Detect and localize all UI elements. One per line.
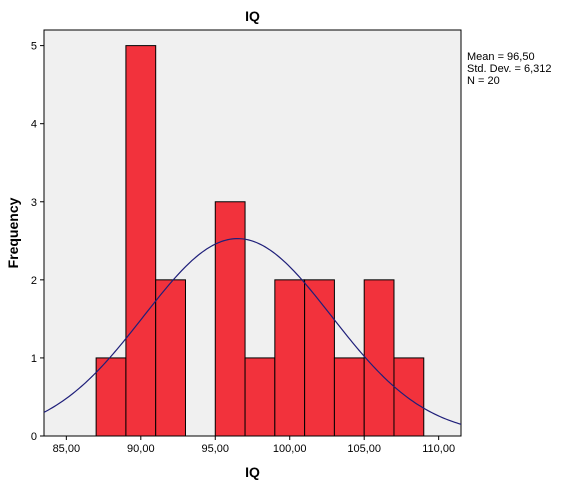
x-tick-label-0: 85,00 — [53, 443, 81, 455]
x-tick-label-4: 105,00 — [347, 443, 381, 455]
bar-8 — [333, 357, 365, 437]
x-tick-label-5: 110,00 — [422, 443, 455, 455]
x-axis-title: IQ — [245, 464, 260, 480]
bar-0 — [95, 357, 127, 437]
x-axis-ticks: 85,00 90,00 95,00 100,00 105,00 110,00 — [53, 436, 455, 455]
bar-5 — [244, 357, 276, 437]
bar-2 — [155, 279, 186, 437]
stat-line-0: Mean = 96,50 — [467, 51, 535, 63]
x-tick-label-2: 95,00 — [202, 443, 230, 455]
stat-line-1: Std. Dev. = 6,312 — [467, 63, 552, 75]
bars-group — [95, 45, 425, 437]
y-tick-label-5: 5 — [31, 41, 37, 53]
y-tick-label-4: 4 — [31, 119, 37, 131]
bar-10 — [393, 357, 425, 437]
bar-4 — [214, 201, 246, 437]
bar-6 — [274, 279, 306, 437]
y-tick-label-3: 3 — [31, 197, 37, 209]
x-tick-label-3: 100,00 — [273, 443, 307, 455]
y-tick-label-1: 1 — [31, 353, 37, 365]
normal-curve — [43, 238, 462, 425]
y-tick-label-2: 2 — [31, 275, 37, 287]
y-axis-title: Frequency — [5, 197, 21, 268]
x-tick-label-1: 90,00 — [127, 443, 155, 455]
bar-9 — [363, 279, 395, 437]
bar-1 — [125, 45, 157, 437]
stat-line-2: N = 20 — [467, 75, 500, 87]
bar-7 — [304, 279, 335, 437]
y-axis-ticks: 0 1 2 3 4 5 — [31, 41, 44, 443]
y-tick-label-0: 0 — [31, 431, 37, 443]
chart-title: IQ — [245, 8, 260, 24]
